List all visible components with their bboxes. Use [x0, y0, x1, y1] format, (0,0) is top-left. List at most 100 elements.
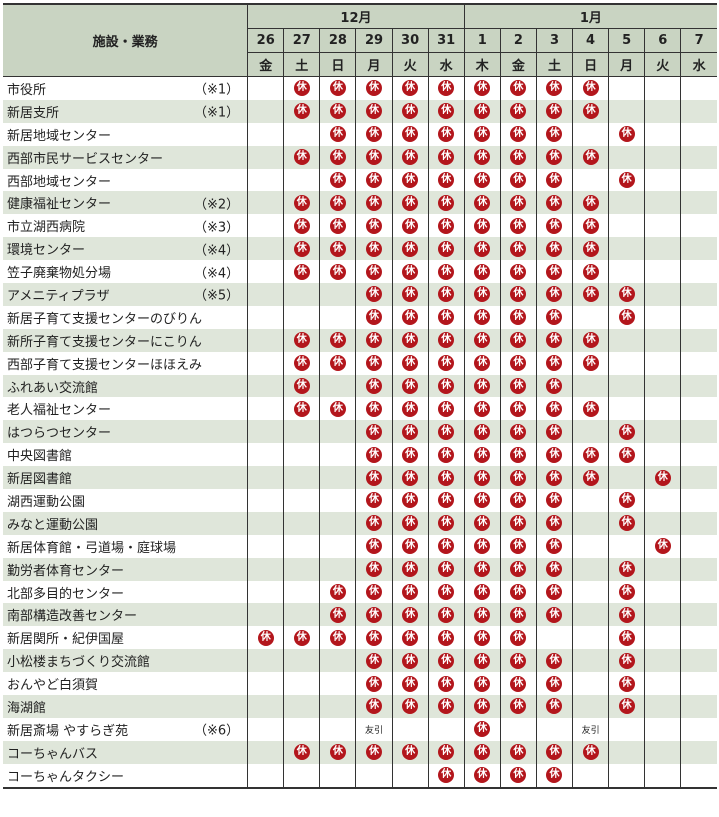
closed-icon: 休: [474, 698, 491, 715]
closed-icon: 休: [438, 675, 455, 692]
closed-icon: 休: [546, 584, 563, 601]
day-cell: [247, 740, 284, 764]
day-cell: 休: [572, 351, 609, 375]
day-cell: 休: [427, 626, 465, 650]
closed-icon: 休: [474, 629, 491, 646]
day-cell: 休: [499, 649, 537, 673]
closed-icon: 休: [582, 217, 599, 234]
weekday-header: 金: [247, 52, 284, 77]
closed-icon: 休: [402, 698, 419, 715]
day-cell: 休: [391, 191, 429, 215]
closed-icon: 休: [510, 469, 527, 486]
date-header: 5: [608, 28, 645, 53]
day-cell: 休: [355, 328, 393, 352]
weekday-row: 金土日月火水木金土日月火水: [3, 52, 717, 77]
date-header: 31: [427, 28, 465, 53]
day-cell: 休: [463, 672, 501, 696]
facility-cell: 西部市民サービスセンター: [3, 145, 248, 169]
facility-cell: 環境センター （※4）: [3, 237, 248, 261]
day-cell: 休: [535, 557, 573, 581]
closed-icon: 休: [474, 606, 491, 623]
facility-cell: 新居子育て支援センターのびりん: [3, 306, 248, 329]
closed-icon: 休: [365, 309, 382, 326]
table-row: 新居地域センター 休 休 休 休 休 休 休 休: [3, 122, 717, 146]
facility-note: （※4）: [193, 243, 240, 259]
day-cell: 休: [283, 626, 320, 650]
facility-name: 笠子廃棄物処分場: [7, 266, 112, 282]
closed-icon: 休: [618, 309, 635, 326]
day-cell: [680, 466, 717, 490]
day-cell: 休: [499, 145, 537, 169]
closed-icon: 休: [438, 744, 455, 761]
day-cell: [644, 672, 681, 696]
closed-icon: 休: [474, 675, 491, 692]
day-cell: [283, 557, 320, 581]
day-cell: 休: [427, 214, 465, 238]
closed-icon: 休: [654, 469, 671, 486]
day-cell: 休: [463, 260, 501, 284]
day-cell: 休: [535, 534, 573, 558]
facility-note: （※3）: [193, 220, 240, 236]
facility-name: おんやど白須賀: [7, 678, 99, 694]
day-cell: 休: [499, 443, 537, 467]
closed-icon: 休: [510, 172, 527, 188]
closed-icon: 休: [402, 584, 419, 601]
day-cell: 休: [463, 305, 501, 329]
day-cell: 休: [391, 672, 429, 696]
day-cell: [283, 672, 320, 696]
table-row: ふれあい交流館 休 休 休 休 休 休 休: [3, 374, 717, 398]
day-cell: 休: [535, 603, 573, 627]
closed-icon: 休: [438, 698, 455, 715]
closed-icon: 休: [546, 332, 563, 349]
facility-name: 中央図書館: [7, 449, 73, 465]
day-cell: [572, 374, 609, 398]
facility-note: （※6）: [193, 723, 240, 739]
closed-icon: 休: [510, 400, 527, 417]
closed-icon: 休: [618, 606, 635, 623]
day-cell: [680, 649, 717, 673]
closed-icon: 休: [510, 515, 527, 532]
closed-icon: 休: [510, 744, 527, 761]
day-cell: 休: [499, 740, 537, 764]
day-cell: 休: [427, 328, 465, 352]
table-row: 西部地域センター 休 休 休 休 休 休 休 休: [3, 168, 717, 192]
closed-icon: 休: [402, 286, 419, 303]
facility-name: 湖西運動公園: [7, 494, 86, 510]
day-cell: 休: [608, 489, 645, 512]
day-cell: 休: [427, 672, 465, 696]
day-cell: 休: [391, 649, 429, 673]
closed-icon: 休: [365, 400, 382, 417]
day-cell: [644, 76, 681, 100]
closed-icon: 休: [329, 103, 346, 120]
closed-icon: 休: [546, 492, 563, 509]
day-cell: [644, 328, 681, 352]
day-cell: 休: [391, 168, 429, 192]
day-cell: [247, 328, 284, 352]
day-cell: 休: [572, 145, 609, 169]
closed-icon: 休: [402, 240, 419, 257]
table-row: 市役所 （※1） 休 休 休 休 休 休 休 休 休: [3, 76, 717, 100]
day-cell: 休: [427, 260, 465, 284]
day-cell: 休: [427, 649, 465, 673]
day-cell: 休: [319, 122, 356, 146]
day-cell: 休: [319, 99, 356, 123]
closed-icon: 休: [402, 355, 419, 372]
day-cell: 休: [391, 122, 429, 146]
closed-icon: 休: [546, 469, 563, 486]
closed-icon: 休: [402, 423, 419, 440]
day-cell: 休: [427, 305, 465, 329]
month-header: 12月: [247, 4, 465, 29]
closed-icon: 休: [510, 355, 527, 372]
closed-icon: 休: [546, 675, 563, 692]
day-cell: [644, 443, 681, 467]
date-header: 6: [644, 28, 681, 53]
facility-cell: 新所子育て支援センターにこりん: [3, 328, 248, 352]
closed-icon: 休: [546, 80, 563, 97]
closed-icon: 休: [438, 584, 455, 601]
day-cell: [608, 260, 645, 284]
day-cell: [247, 305, 284, 329]
closed-icon: 休: [293, 332, 310, 349]
closed-icon: 休: [510, 538, 527, 555]
day-cell: [644, 283, 681, 306]
closed-icon: 休: [474, 355, 491, 372]
